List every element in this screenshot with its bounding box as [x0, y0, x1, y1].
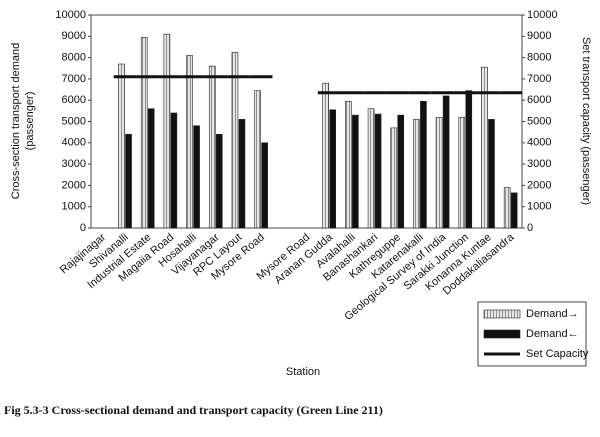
- bar: [510, 192, 518, 229]
- y-tick-label: 4000: [62, 137, 86, 149]
- y2-tick-label: 1000: [527, 201, 551, 213]
- bar: [254, 90, 261, 229]
- bar: [170, 112, 178, 229]
- caption: Fig 5.3-3 Cross-sectional demand and tra…: [4, 403, 383, 417]
- bar: [481, 66, 488, 229]
- legend-swatch: [483, 329, 521, 339]
- y2-axis-label: Set transport capacity (passenger): [580, 37, 592, 205]
- bar: [163, 33, 171, 229]
- y2-tick-label: 4000: [527, 137, 551, 149]
- legend-label: Set Capacity: [526, 348, 589, 360]
- bar: [390, 127, 398, 229]
- y-axis-label: Cross-section transport demand: [10, 43, 22, 200]
- legend-label: Demand→: [526, 308, 579, 320]
- y2-tick-label: 3000: [527, 158, 551, 170]
- legend-swatch: [483, 309, 521, 319]
- y2-tick-label: 9000: [527, 30, 551, 42]
- bar: [435, 116, 443, 229]
- y2-tick-label: 10000: [527, 9, 558, 21]
- bar: [442, 95, 450, 229]
- bar: [147, 108, 155, 229]
- y2-tick-label: 7000: [527, 73, 551, 85]
- bar: [118, 63, 125, 229]
- legend-label: Demand←: [526, 328, 579, 340]
- bar: [503, 187, 511, 229]
- y2-tick-label: 6000: [527, 94, 551, 106]
- bar: [488, 119, 495, 229]
- x-axis-label: Station: [286, 366, 320, 378]
- bar: [367, 108, 375, 229]
- bar: [261, 142, 268, 229]
- y-tick-label: 8000: [62, 52, 86, 64]
- bar: [186, 55, 193, 229]
- y-axis-label: (passenger): [24, 92, 36, 151]
- bar: [231, 51, 239, 229]
- y2-tick-label: 0: [527, 222, 533, 234]
- bar: [215, 133, 223, 229]
- y-tick-label: 6000: [62, 94, 86, 106]
- bar: [329, 109, 336, 229]
- bar: [465, 90, 473, 229]
- bar: [458, 116, 466, 229]
- bar: [345, 100, 352, 229]
- bar: [193, 125, 200, 229]
- bar: [125, 133, 132, 229]
- y-tick-label: 2000: [62, 179, 86, 191]
- bar: [420, 100, 427, 229]
- y-tick-label: 5000: [62, 115, 86, 127]
- y2-tick-label: 5000: [527, 115, 551, 127]
- bar: [238, 119, 246, 229]
- y2-tick-label: 8000: [527, 52, 551, 64]
- bar: [352, 114, 359, 229]
- bar: [140, 37, 148, 229]
- y2-tick-label: 2000: [527, 179, 551, 191]
- y-tick-label: 1000: [62, 201, 86, 213]
- plot-frame: [90, 14, 523, 229]
- bar: [374, 113, 382, 229]
- y-tick-label: 7000: [62, 73, 86, 85]
- bar: [322, 82, 329, 229]
- y-tick-label: 3000: [62, 158, 86, 170]
- bar: [397, 114, 405, 229]
- y-tick-label: 10000: [55, 9, 86, 21]
- bar: [413, 119, 420, 229]
- bar: [208, 65, 216, 229]
- y-tick-label: 9000: [62, 30, 86, 42]
- y-tick-label: 0: [80, 222, 86, 234]
